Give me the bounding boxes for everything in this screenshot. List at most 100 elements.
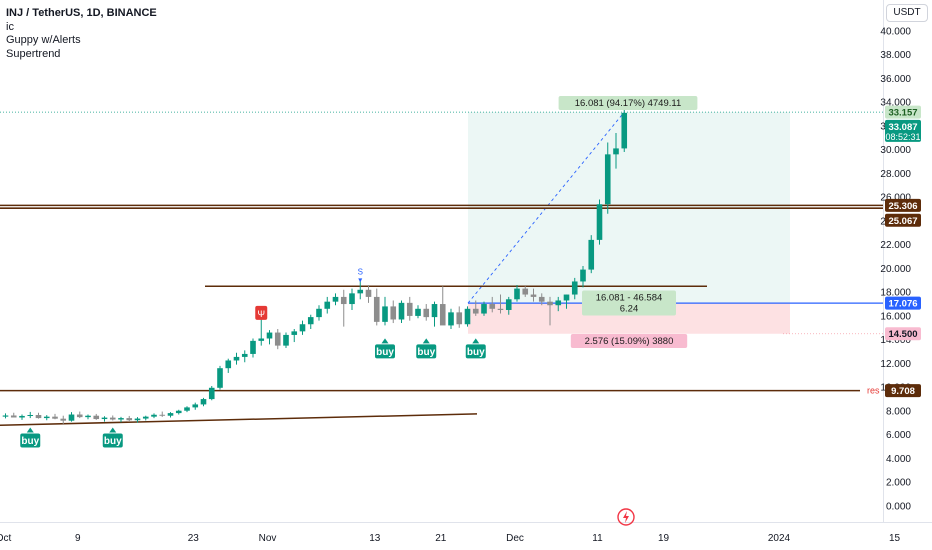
candle-body xyxy=(382,306,388,322)
candle-body xyxy=(332,296,339,302)
candle-body xyxy=(250,340,256,354)
candle-body xyxy=(555,300,562,306)
y-tick-label: 40.000 xyxy=(880,26,911,37)
candle-body xyxy=(233,356,240,361)
candle-body xyxy=(415,308,421,316)
x-tick-label: 21 xyxy=(435,533,447,544)
candle-body xyxy=(448,312,454,326)
candle-body xyxy=(43,416,50,419)
candle-body xyxy=(60,418,67,421)
y-tick-label: 8.000 xyxy=(886,406,911,417)
buy-signal-label: buy xyxy=(467,347,485,358)
lightning-bolt xyxy=(623,511,629,523)
y-tick-label: 4.000 xyxy=(886,454,911,465)
stop-label: 2.576 (15.09%) 3880 xyxy=(585,336,674,347)
y-tick-label: 36.000 xyxy=(880,74,911,85)
indicator-supertrend[interactable]: Supertrend xyxy=(6,47,61,60)
candle-body xyxy=(76,414,83,418)
candle-body xyxy=(613,148,619,155)
candle-body xyxy=(563,294,570,301)
y-tick-label: 18.000 xyxy=(880,288,911,299)
price-label: 33.087 xyxy=(888,122,917,133)
candle-body xyxy=(505,299,512,310)
candle-body xyxy=(571,281,578,295)
candle-body xyxy=(93,415,100,420)
candle-body xyxy=(472,308,479,314)
y-tick-label: 0.000 xyxy=(886,502,911,513)
buy-signal-label: buy xyxy=(376,347,394,358)
ratio-label-bg xyxy=(582,290,676,316)
candle-body xyxy=(10,415,17,418)
candle-body xyxy=(621,112,628,149)
countdown-label: 08:52:31 xyxy=(885,132,920,142)
flag-marker xyxy=(255,305,268,320)
candle-body xyxy=(109,417,116,420)
candle-body xyxy=(27,414,34,416)
buy-signal-badge xyxy=(465,344,486,359)
candle-body xyxy=(522,288,529,295)
y-tick-label: 6.000 xyxy=(886,430,911,441)
candle-body xyxy=(497,308,504,310)
indicator-guppy[interactable]: Guppy w/Alerts xyxy=(6,34,81,46)
candle-body xyxy=(217,368,223,388)
price-label-bg xyxy=(885,105,921,119)
price-label: 25.067 xyxy=(888,216,917,227)
x-tick-label: 11 xyxy=(592,533,603,544)
plot-area: res buy buy buy buy buy S Ψ xyxy=(0,109,883,448)
candle-body xyxy=(324,301,331,309)
candle-body xyxy=(596,204,603,240)
buy-signal-label: buy xyxy=(417,347,435,358)
lightning-icon xyxy=(617,508,635,526)
x-tick-label: 2024 xyxy=(768,533,791,544)
trendline xyxy=(0,413,478,426)
symbol-title[interactable]: INJ / TetherUS, 1D, BINANCE xyxy=(6,7,157,19)
buy-signal-label: buy xyxy=(21,436,39,447)
price-label-bg xyxy=(885,296,921,310)
candle-body xyxy=(151,414,157,417)
buy-arrow xyxy=(381,338,389,344)
candle-body xyxy=(68,414,75,421)
candle-body xyxy=(85,415,91,418)
candle-body xyxy=(208,387,215,400)
lightning-circle xyxy=(617,508,635,526)
res-label: res xyxy=(867,386,880,396)
price-label: 9.708 xyxy=(891,386,915,397)
x-tick-label: 23 xyxy=(188,533,200,544)
price-label-bg xyxy=(885,327,921,341)
y-tick-label: 34.000 xyxy=(880,98,911,109)
candle-body xyxy=(406,302,413,316)
price-label: 25.306 xyxy=(888,201,917,212)
candle-body xyxy=(258,338,265,341)
candle-body xyxy=(134,418,141,421)
price-label-bg xyxy=(885,384,921,398)
y-tick-label: 2.000 xyxy=(886,478,911,489)
candle-body xyxy=(241,353,248,357)
x-tick-label: 19 xyxy=(658,533,670,544)
candle-body xyxy=(514,288,520,300)
currency-button[interactable]: USDT xyxy=(886,4,928,22)
candle-body xyxy=(489,304,496,309)
x-tick-label: Dec xyxy=(506,533,524,544)
flag-marker-glyph: Ψ xyxy=(257,309,265,319)
candle-body xyxy=(439,304,446,326)
candle-body xyxy=(349,293,355,305)
buy-arrow xyxy=(109,427,117,433)
candle-body xyxy=(175,410,182,414)
target-label-bg xyxy=(558,96,698,110)
indicator-ic[interactable]: ic xyxy=(6,20,14,33)
buy-arrow xyxy=(26,427,34,433)
candle-body xyxy=(274,332,281,346)
x-tick-label: Oct xyxy=(0,533,11,544)
buy-signal-badge xyxy=(20,433,41,448)
candle-body xyxy=(431,304,438,318)
ratio-label: 16.081 - 46.584 xyxy=(596,293,663,304)
x-tick-label: 9 xyxy=(75,533,81,544)
candle-body xyxy=(307,317,314,325)
buy-arrow xyxy=(422,338,430,344)
candle-body xyxy=(390,306,397,320)
price-label-bg xyxy=(885,198,921,212)
candle-body xyxy=(118,418,124,420)
buy-signal-badge xyxy=(416,344,437,359)
candle-body xyxy=(398,302,405,320)
